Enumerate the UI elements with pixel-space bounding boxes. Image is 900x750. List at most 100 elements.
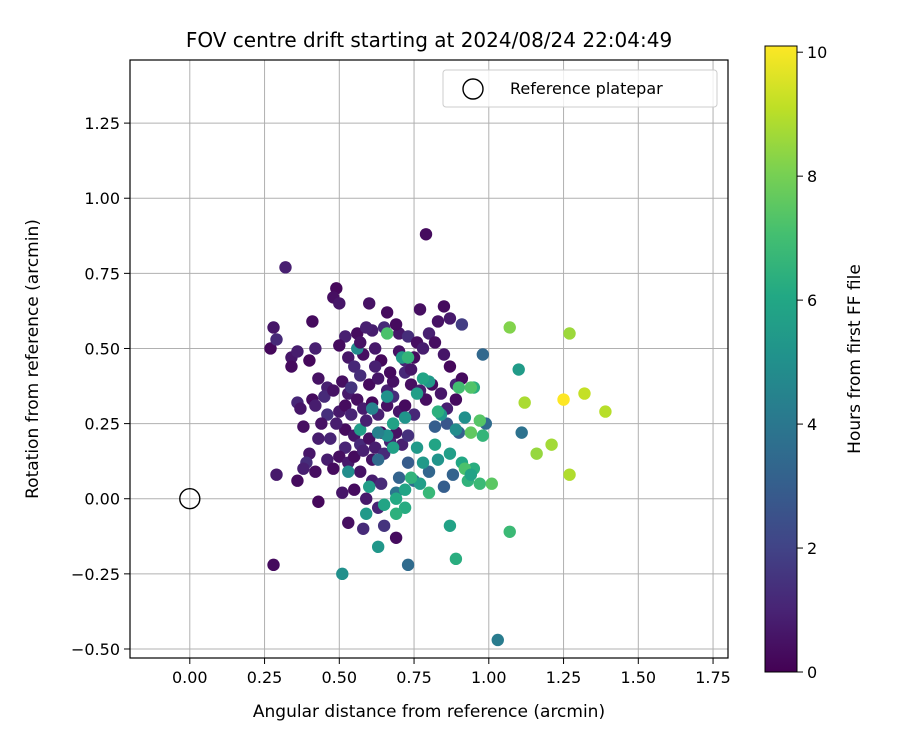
data-point bbox=[452, 381, 466, 394]
data-point bbox=[398, 501, 412, 514]
data-point bbox=[357, 522, 370, 535]
reference-marker bbox=[179, 488, 201, 510]
data-point bbox=[348, 450, 361, 463]
data-point bbox=[333, 297, 346, 310]
y-axis-label: Rotation from reference (arcmin) bbox=[23, 219, 43, 499]
data-point bbox=[455, 318, 469, 331]
data-point bbox=[377, 519, 391, 532]
data-point bbox=[449, 393, 463, 406]
data-point bbox=[333, 339, 346, 352]
data-point bbox=[410, 387, 424, 400]
data-point bbox=[428, 438, 442, 451]
data-point bbox=[503, 321, 516, 334]
data-point bbox=[422, 486, 436, 499]
data-point bbox=[401, 330, 415, 343]
data-point bbox=[443, 360, 457, 373]
data-point bbox=[440, 417, 454, 430]
y-axis-ticks: −0.50 −0.25 0.00 0.25 0.50 0.75 1.00 1.25 bbox=[71, 114, 130, 659]
legend-box bbox=[442, 69, 718, 108]
data-point bbox=[357, 402, 370, 415]
data-point bbox=[363, 432, 376, 445]
data-point bbox=[270, 333, 283, 346]
plot-frame bbox=[129, 59, 729, 659]
data-point bbox=[371, 453, 385, 466]
data-point bbox=[473, 414, 487, 427]
data-point bbox=[413, 303, 427, 316]
data-point bbox=[321, 453, 334, 466]
data-point bbox=[312, 432, 325, 445]
data-point bbox=[413, 477, 427, 490]
data-point bbox=[368, 342, 382, 355]
y-tick-label: 1.00 bbox=[84, 189, 120, 208]
data-point bbox=[389, 492, 403, 505]
data-point bbox=[294, 402, 307, 415]
data-point bbox=[363, 297, 376, 310]
data-point bbox=[401, 456, 415, 469]
legend: Reference platepar bbox=[442, 69, 718, 108]
data-point bbox=[345, 381, 358, 394]
colorbar-tick-label: 8 bbox=[807, 167, 817, 186]
data-point bbox=[291, 345, 304, 358]
data-point bbox=[389, 318, 403, 331]
colorbar-ticks: 0 2 4 6 8 10 bbox=[797, 43, 827, 682]
data-point bbox=[473, 477, 487, 490]
data-point bbox=[518, 396, 531, 409]
data-point bbox=[398, 411, 412, 424]
colorbar-tick-label: 10 bbox=[807, 43, 827, 62]
data-point bbox=[389, 507, 403, 520]
grid-lines bbox=[130, 60, 728, 658]
data-point bbox=[342, 465, 355, 478]
data-point bbox=[306, 315, 319, 328]
data-point bbox=[530, 447, 543, 460]
chart-title: FOV centre drift starting at 2024/08/24 … bbox=[186, 28, 672, 52]
data-point bbox=[545, 438, 558, 451]
data-point bbox=[342, 351, 355, 364]
data-point bbox=[599, 405, 612, 418]
legend-label: Reference platepar bbox=[510, 79, 663, 98]
data-point bbox=[363, 480, 376, 493]
data-point bbox=[309, 465, 322, 478]
data-point bbox=[401, 351, 415, 364]
data-point bbox=[309, 342, 322, 355]
colorbar-tick-label: 6 bbox=[807, 291, 817, 310]
data-point bbox=[380, 390, 394, 403]
data-point bbox=[434, 387, 448, 400]
x-tick-label: 0.00 bbox=[172, 668, 208, 687]
data-point bbox=[398, 483, 412, 496]
data-point bbox=[330, 417, 343, 430]
data-point bbox=[446, 468, 460, 481]
data-point bbox=[327, 384, 340, 397]
data-point bbox=[380, 399, 394, 412]
data-point bbox=[360, 321, 373, 334]
data-point bbox=[449, 552, 463, 566]
data-point bbox=[458, 411, 472, 424]
data-point bbox=[333, 450, 346, 463]
data-point bbox=[336, 375, 349, 388]
colorbar: 0 2 4 6 8 10 Hours from first FF file bbox=[764, 43, 865, 682]
colorbar-label: Hours from first FF file bbox=[845, 264, 865, 454]
x-tick-label: 1.25 bbox=[546, 668, 582, 687]
data-point bbox=[383, 366, 397, 379]
x-tick-label: 1.75 bbox=[695, 668, 731, 687]
data-point bbox=[428, 420, 442, 433]
data-point bbox=[312, 495, 325, 508]
data-point bbox=[419, 228, 433, 241]
data-point bbox=[368, 360, 382, 373]
data-point bbox=[380, 306, 394, 319]
data-point bbox=[270, 468, 283, 481]
data-point bbox=[416, 342, 430, 355]
data-point bbox=[476, 348, 490, 361]
data-points bbox=[264, 228, 612, 647]
data-point bbox=[404, 363, 418, 376]
data-point bbox=[354, 465, 367, 478]
legend-reference-marker bbox=[462, 78, 484, 100]
x-tick-label: 1.00 bbox=[471, 668, 507, 687]
data-point bbox=[312, 372, 325, 385]
data-point bbox=[491, 633, 504, 647]
data-point bbox=[336, 567, 349, 581]
data-point bbox=[437, 480, 451, 493]
data-point bbox=[422, 327, 436, 340]
data-point bbox=[297, 462, 310, 475]
data-point bbox=[327, 462, 340, 475]
data-point bbox=[476, 429, 490, 442]
